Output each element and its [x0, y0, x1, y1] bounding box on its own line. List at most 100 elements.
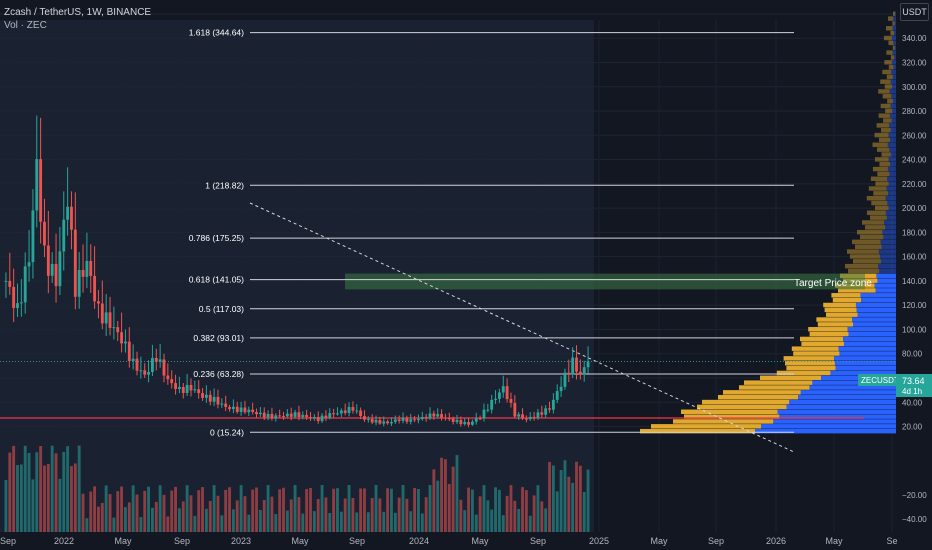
volume-bar — [220, 515, 224, 532]
volume-bar — [212, 485, 216, 532]
target-zone: Target Price zone — [345, 273, 872, 290]
volume-bar — [104, 485, 108, 532]
volume-bar — [116, 491, 120, 532]
volume-profile-buy-bar — [891, 60, 896, 65]
volume-bar — [305, 489, 309, 532]
volume-profile-buy-bar — [847, 327, 896, 332]
candle-body — [347, 407, 351, 413]
candle-body — [289, 413, 293, 417]
volume-bar — [112, 517, 116, 532]
volume-bar — [467, 487, 470, 532]
candle-body — [420, 416, 424, 420]
volume-bar — [301, 513, 305, 532]
volume-profile-buy-bar — [892, 26, 896, 31]
volume-bar — [85, 518, 89, 532]
volume-profile-buy-bar — [798, 394, 896, 400]
volume-profile-sell-bar — [808, 327, 848, 332]
volume-profile-buy-bar — [800, 390, 896, 395]
volume-profile-buy-bar — [889, 171, 896, 177]
volume-bar — [181, 501, 185, 532]
volume-bar — [100, 502, 104, 532]
volume-profile-sell-bar — [884, 84, 893, 89]
volume-profile-sell-bar — [684, 414, 780, 419]
volume-bar — [320, 485, 324, 532]
volume-bar — [127, 502, 131, 532]
volume-profile-buy-bar — [857, 312, 896, 317]
candle-body — [285, 413, 289, 417]
volume-bar — [497, 489, 501, 532]
candle-body — [490, 399, 494, 410]
volume-profile-buy-bar — [884, 220, 896, 225]
volume-bar — [432, 469, 436, 532]
volume-bar — [413, 488, 417, 532]
candle-body — [243, 407, 247, 413]
candle-body — [524, 418, 528, 420]
candle-body — [201, 393, 204, 398]
volume-profile-sell-bar — [885, 108, 893, 114]
candle-body — [582, 367, 586, 375]
volume-profile-sell-bar — [882, 94, 892, 99]
volume-profile-sell-bar — [885, 26, 893, 31]
candle-body — [185, 384, 189, 393]
volume-profile-buy-bar — [892, 84, 896, 89]
volume-bar — [124, 507, 127, 532]
symbol-title[interactable]: Zcash / TetherUS, 1W, BINANCE — [4, 7, 152, 18]
volume-profile-buy-bar — [889, 123, 896, 128]
volume-profile-buy-bar — [889, 113, 896, 118]
volume-profile-buy-bar — [809, 385, 896, 390]
volume-profile-buy-bar — [894, 11, 896, 16]
candle-body — [324, 415, 328, 418]
candle-body — [27, 262, 31, 267]
time-tick-label: 2022 — [54, 536, 74, 546]
volume-profile-buy-bar — [880, 259, 896, 264]
volume-profile-sell-bar — [883, 118, 892, 123]
price-axis[interactable]: 360.00340.00320.00300.00280.00260.00240.… — [896, 10, 932, 540]
candle-body — [540, 412, 544, 415]
time-tick-label: May — [114, 536, 132, 546]
currency-button[interactable]: USDT — [900, 3, 929, 21]
volume-profile-sell-bar — [744, 380, 813, 385]
volume-profile-buy-bar — [886, 186, 896, 191]
candle-body — [31, 210, 35, 263]
volume-profile-buy-bar — [861, 297, 896, 303]
volume-bar — [536, 485, 540, 532]
candle-body — [162, 359, 166, 376]
volume-profile-sell-bar — [887, 98, 893, 104]
fib-level-label: 0.786 (175.25) — [189, 233, 244, 243]
candle-body — [424, 416, 428, 419]
volume-profile-buy-bar — [890, 137, 896, 143]
candle-body — [54, 263, 58, 287]
volume-profile-sell-bar — [718, 394, 799, 400]
candle-body — [312, 417, 316, 419]
candle-body — [62, 219, 66, 252]
candle-body — [355, 410, 359, 412]
volume-bar — [262, 499, 266, 532]
candle-body — [158, 359, 162, 362]
volume-profile-sell-bar — [832, 297, 862, 303]
fib-level-label: 0.236 (63.28) — [193, 369, 244, 379]
candle-body — [575, 357, 578, 372]
candle-body — [501, 386, 505, 393]
volume-profile-sell-bar — [791, 346, 839, 351]
candle-body — [4, 280, 8, 282]
volume-profile-sell-bar — [681, 409, 778, 414]
volume-profile-sell-bar — [871, 200, 888, 206]
volume-profile-sell-bar — [831, 293, 861, 298]
volume-bar — [378, 498, 382, 532]
volume-profile-buy-bar — [885, 195, 896, 201]
candle-body — [417, 419, 420, 421]
time-axis[interactable]: Sep 2022 May Sep 2023 May Sep 2024 May Sep 2025 May… — [0, 536, 898, 546]
volume-legend[interactable]: Vol · ZEC — [4, 20, 47, 31]
volume-profile-buy-bar — [779, 414, 896, 419]
candle-body — [555, 391, 559, 400]
candle-body — [58, 251, 62, 287]
volume-profile-sell-bar — [890, 55, 895, 60]
volume-profile-buy-bar — [855, 302, 896, 308]
candle-body — [174, 383, 177, 389]
volume-profile-buy-bar — [888, 157, 896, 162]
candle-body — [131, 358, 135, 362]
volume-profile-sell-bar — [872, 142, 888, 148]
volume-bar — [374, 485, 378, 532]
volume-bar — [559, 470, 563, 532]
